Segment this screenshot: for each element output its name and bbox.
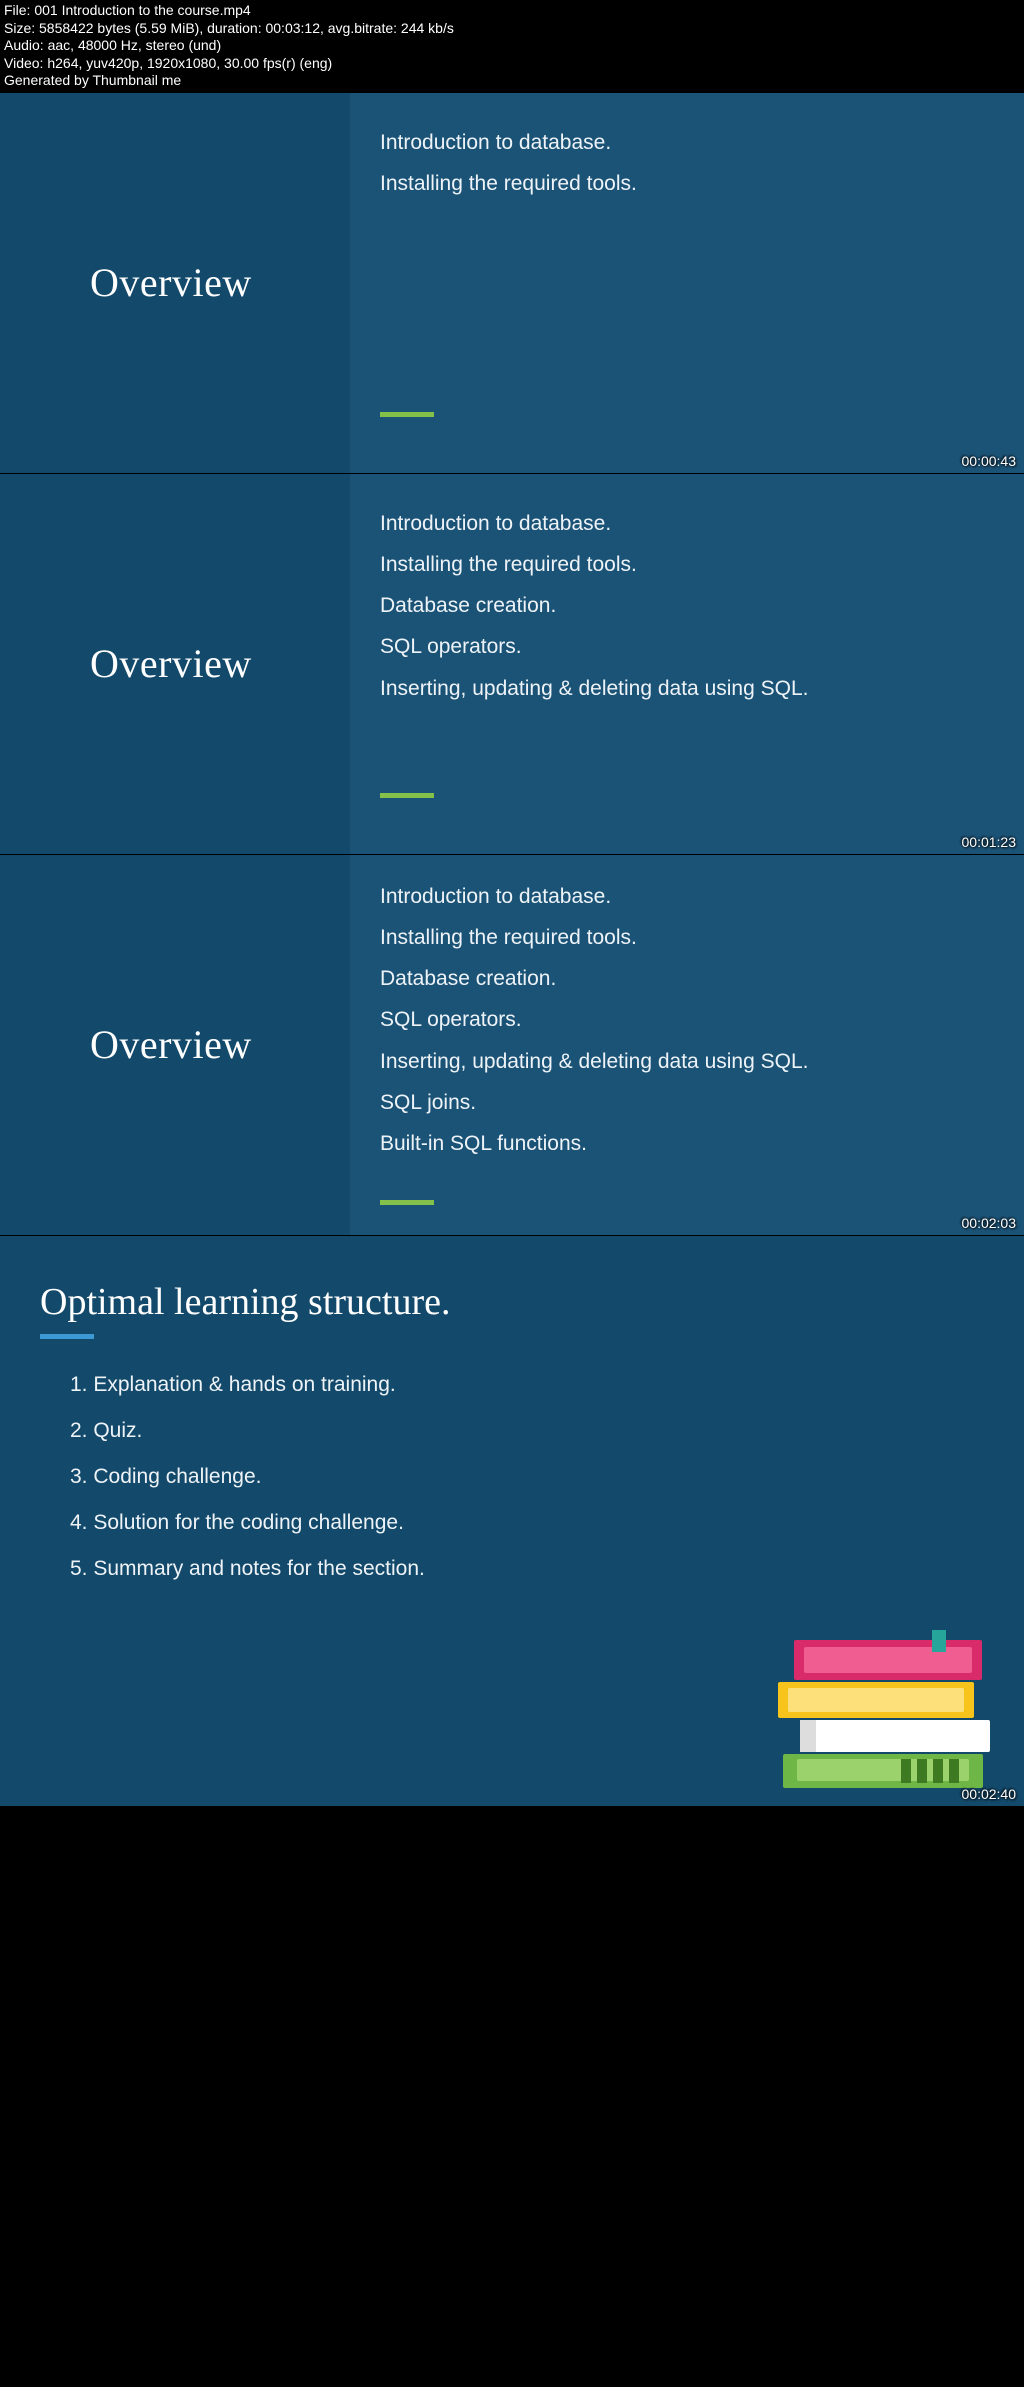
bullet-item: SQL operators. [380, 1006, 984, 1033]
slide-learning-structure: Optimal learning structure. 1. Explanati… [0, 1236, 1024, 1806]
bullet-item: Introduction to database. [380, 510, 984, 537]
accent-underline [380, 412, 434, 417]
slide-title: Overview [90, 640, 252, 687]
bullet-item: Installing the required tools. [380, 924, 984, 951]
right-panel: Introduction to database. Installing the… [350, 855, 1024, 1235]
meta-generator: Generated by Thumbnail me [4, 72, 1020, 90]
meta-file: File: 001 Introduction to the course.mp4 [4, 2, 1020, 20]
list-item: 4. Solution for the coding challenge. [40, 1511, 984, 1535]
slide-title: Optimal learning structure. [40, 1280, 984, 1324]
list-item: 1. Explanation & hands on training. [40, 1373, 984, 1397]
metadata-header: File: 001 Introduction to the course.mp4… [0, 0, 1024, 92]
thumbnail-frame-3: Overview Introduction to database. Insta… [0, 854, 1024, 1235]
bullet-item: Built-in SQL functions. [380, 1130, 984, 1157]
list-item: 3. Coding challenge. [40, 1465, 984, 1489]
right-panel: Introduction to database. Installing the… [350, 474, 1024, 854]
bullet-item: Installing the required tools. [380, 551, 984, 578]
bullet-item: SQL operators. [380, 633, 984, 660]
books-illustration-icon [778, 1628, 988, 1788]
bullet-item: Inserting, updating & deleting data usin… [380, 1048, 984, 1075]
slide-title: Overview [90, 259, 252, 306]
bullet-item: Database creation. [380, 592, 984, 619]
thumbnail-frame-4: Optimal learning structure. 1. Explanati… [0, 1235, 1024, 1806]
frame-timestamp: 00:00:43 [962, 453, 1017, 469]
bullet-item: Inserting, updating & deleting data usin… [380, 675, 984, 702]
left-panel: Overview [0, 93, 350, 473]
frame-timestamp: 00:02:40 [962, 1786, 1017, 1802]
meta-size: Size: 5858422 bytes (5.59 MiB), duration… [4, 20, 1020, 38]
frame-timestamp: 00:01:23 [962, 834, 1017, 850]
left-panel: Overview [0, 855, 350, 1235]
slide-title: Overview [90, 1021, 252, 1068]
meta-video: Video: h264, yuv420p, 1920x1080, 30.00 f… [4, 55, 1020, 73]
left-panel: Overview [0, 474, 350, 854]
frame-timestamp: 00:02:03 [962, 1215, 1017, 1231]
bullet-item: Database creation. [380, 965, 984, 992]
bullet-item: Introduction to database. [380, 129, 984, 156]
list-item: 5. Summary and notes for the section. [40, 1557, 984, 1581]
list-item: 2. Quiz. [40, 1419, 984, 1443]
thumbnail-frame-1: Overview Introduction to database. Insta… [0, 92, 1024, 473]
bullet-item: SQL joins. [380, 1089, 984, 1116]
bullet-item: Introduction to database. [380, 883, 984, 910]
thumbnail-frame-2: Overview Introduction to database. Insta… [0, 473, 1024, 854]
meta-audio: Audio: aac, 48000 Hz, stereo (und) [4, 37, 1020, 55]
bullet-item: Installing the required tools. [380, 170, 984, 197]
accent-underline [380, 793, 434, 798]
accent-underline [40, 1334, 94, 1339]
accent-underline [380, 1200, 434, 1205]
right-panel: Introduction to database. Installing the… [350, 93, 1024, 473]
